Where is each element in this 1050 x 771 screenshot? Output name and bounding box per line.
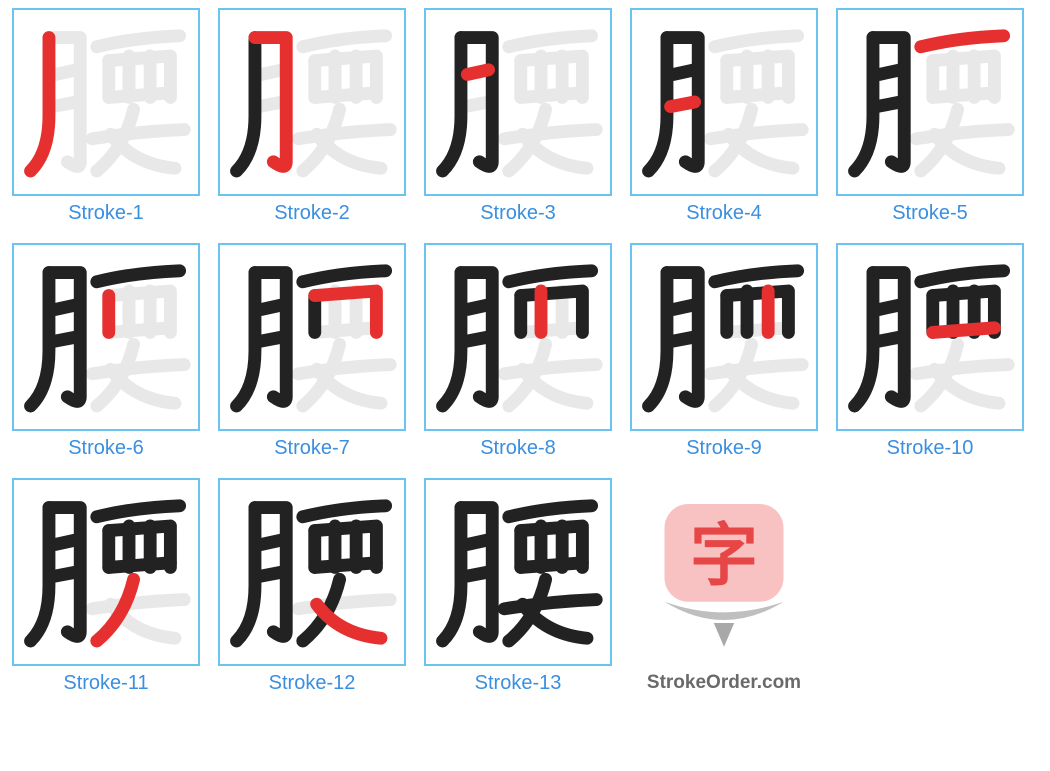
stroke-caption[interactable]: Stroke-1 — [68, 202, 144, 225]
stroke-box — [218, 243, 406, 431]
stroke-svg — [14, 245, 198, 429]
stroke-svg — [426, 245, 610, 429]
stroke-caption[interactable]: Stroke-5 — [892, 202, 968, 225]
stroke-caption[interactable]: Stroke-8 — [480, 437, 556, 460]
stroke-cell-10: Stroke-10 — [836, 243, 1024, 460]
stroke-box — [12, 8, 200, 196]
stroke-cell-8: Stroke-8 — [424, 243, 612, 460]
stroke-cell-5: Stroke-5 — [836, 8, 1024, 225]
stroke-svg — [632, 245, 816, 429]
stroke-svg — [220, 10, 404, 194]
stroke-cell-2: Stroke-2 — [218, 8, 406, 225]
source-caption[interactable]: StrokeOrder.com — [647, 672, 801, 694]
stroke-svg — [220, 245, 404, 429]
stroke-caption[interactable]: Stroke-13 — [475, 672, 562, 695]
stroke-box — [12, 478, 200, 666]
stroke-box — [836, 8, 1024, 196]
stroke-cell-7: Stroke-7 — [218, 243, 406, 460]
stroke-caption[interactable]: Stroke-2 — [274, 202, 350, 225]
stroke-cell-1: Stroke-1 — [12, 8, 200, 225]
stroke-grid: Stroke-1 Stroke-2 Stroke-3 Stroke-4 Stroke-5… — [12, 8, 1038, 695]
svg-text:字: 字 — [690, 518, 758, 594]
stroke-box — [424, 8, 612, 196]
stroke-box — [424, 243, 612, 431]
stroke-cell-11: Stroke-11 — [12, 478, 200, 695]
stroke-caption[interactable]: Stroke-7 — [274, 437, 350, 460]
stroke-caption[interactable]: Stroke-9 — [686, 437, 762, 460]
stroke-box — [218, 8, 406, 196]
stroke-caption[interactable]: Stroke-4 — [686, 202, 762, 225]
stroke-caption[interactable]: Stroke-12 — [269, 672, 356, 695]
stroke-svg — [632, 10, 816, 194]
logo-box: 字 — [630, 478, 818, 666]
stroke-box — [12, 243, 200, 431]
stroke-svg — [838, 245, 1022, 429]
stroke-caption[interactable]: Stroke-3 — [480, 202, 556, 225]
stroke-cell-6: Stroke-6 — [12, 243, 200, 460]
stroke-caption[interactable]: Stroke-10 — [887, 437, 974, 460]
stroke-box — [836, 243, 1024, 431]
stroke-cell-13: Stroke-13 — [424, 478, 612, 695]
stroke-svg — [14, 480, 198, 664]
stroke-box — [630, 243, 818, 431]
stroke-svg — [220, 480, 404, 664]
stroke-svg — [838, 10, 1022, 194]
stroke-cell-4: Stroke-4 — [630, 8, 818, 225]
stroke-cell-3: Stroke-3 — [424, 8, 612, 225]
stroke-box — [218, 478, 406, 666]
stroke-cell-12: Stroke-12 — [218, 478, 406, 695]
stroke-svg — [426, 10, 610, 194]
stroke-svg — [14, 10, 198, 194]
stroke-svg — [426, 480, 610, 664]
logo-svg: 字 — [639, 487, 809, 657]
stroke-box — [630, 8, 818, 196]
stroke-cell-9: Stroke-9 — [630, 243, 818, 460]
logo-cell: 字 StrokeOrder.com — [630, 478, 818, 695]
stroke-caption[interactable]: Stroke-11 — [63, 672, 148, 695]
stroke-box — [424, 478, 612, 666]
stroke-caption[interactable]: Stroke-6 — [68, 437, 144, 460]
